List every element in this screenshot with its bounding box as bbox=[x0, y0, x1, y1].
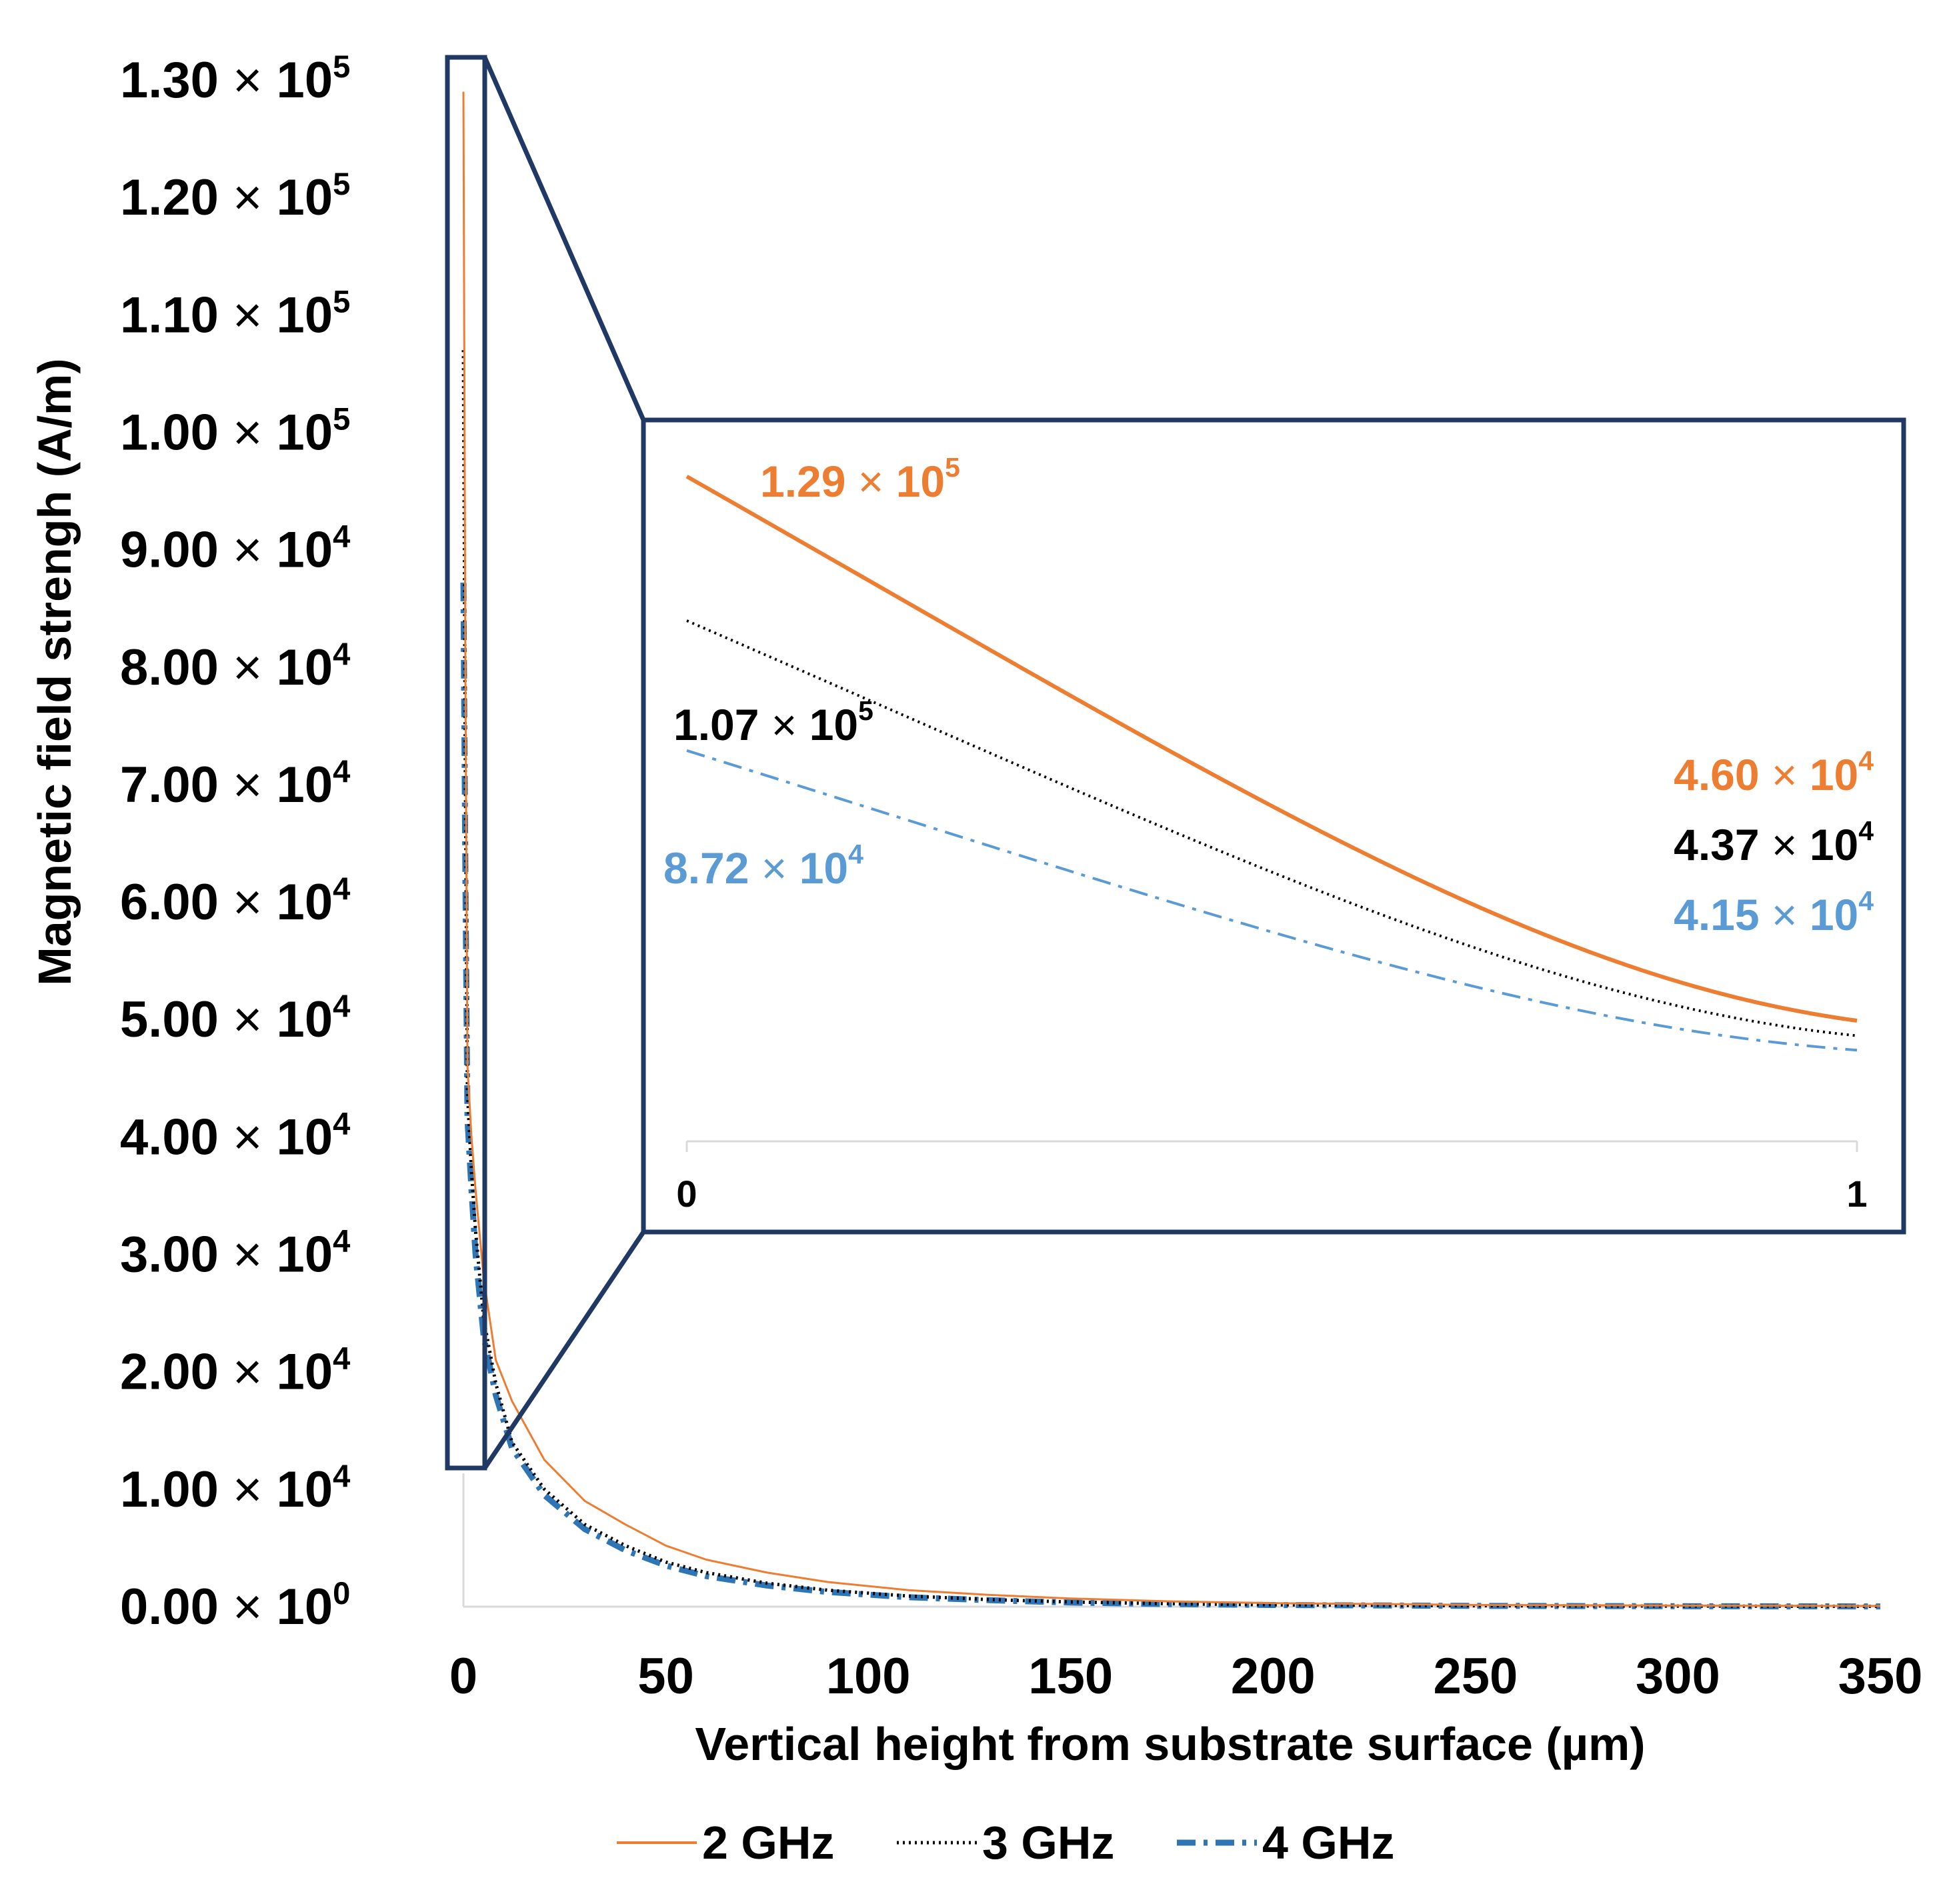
y-tick-label: 1.00 × 105 bbox=[120, 401, 350, 461]
x-tick-label: 300 bbox=[1636, 1648, 1720, 1705]
y-tick-label: 7.00 × 104 bbox=[120, 753, 350, 813]
y-tick-label: 9.00 × 104 bbox=[120, 519, 350, 579]
x-tick-label: 200 bbox=[1231, 1648, 1316, 1705]
y-tick-label: 1.10 × 105 bbox=[120, 283, 350, 343]
inset-annotation-right: 4.37 × 104 bbox=[1674, 815, 1874, 869]
y-tick-label: 8.00 × 104 bbox=[120, 636, 350, 696]
legend-label: 2 GHz bbox=[702, 1817, 834, 1869]
x-tick-label: 250 bbox=[1433, 1648, 1518, 1705]
y-tick-label: 2.00 × 104 bbox=[120, 1341, 350, 1401]
zoom-connector-bottom bbox=[483, 1231, 645, 1469]
inset-annotation-left: 8.72 × 104 bbox=[663, 839, 863, 893]
y-tick-label: 0.00 × 100 bbox=[120, 1575, 350, 1635]
inset-annotation-right: 4.60 × 104 bbox=[1674, 745, 1874, 799]
zoom-highlight bbox=[445, 55, 646, 1471]
y-tick-label: 5.00 × 104 bbox=[120, 988, 350, 1048]
series-lines bbox=[460, 91, 1881, 1610]
plot-area bbox=[462, 1473, 1880, 1608]
inset-x-tick-label: 1 bbox=[1846, 1173, 1867, 1215]
inset-series-line bbox=[685, 475, 1858, 1023]
x-tick-label: 0 bbox=[449, 1648, 477, 1705]
inset-annotation-left: 1.07 × 105 bbox=[673, 695, 873, 749]
inset-annotation-left: 1.29 × 105 bbox=[760, 452, 960, 506]
inset-series-line bbox=[686, 749, 1858, 1052]
x-tick-label: 50 bbox=[637, 1648, 694, 1705]
zoom-highlight-box bbox=[445, 55, 487, 1471]
y-tick-label: 6.00 × 104 bbox=[120, 871, 350, 931]
y-axis: 0.00 × 100 1.00 × 104 2.00 × 104 3.00 × 104… bbox=[120, 49, 350, 1635]
y-tick-label: 3.00 × 104 bbox=[120, 1223, 350, 1283]
y-tick-label: 1.30 × 105 bbox=[120, 49, 350, 109]
legend-label: 4 GHz bbox=[1262, 1817, 1394, 1869]
y-tick-label: 1.00 × 104 bbox=[120, 1458, 350, 1518]
zoom-connector-top bbox=[482, 56, 646, 421]
inset-panel: 0 1 1.29 × 105 1.07 × 105 8.72 × 104 4.60 × 1… bbox=[641, 417, 1906, 1235]
x-axis-title: Vertical height from substrate surface (… bbox=[695, 1718, 1645, 1770]
series-line-3-ghz bbox=[461, 350, 1881, 1608]
x-tick-label: 350 bbox=[1838, 1648, 1923, 1705]
legend-label: 3 GHz bbox=[982, 1817, 1114, 1869]
inset-x-tick-label: 0 bbox=[676, 1173, 697, 1215]
y-tick-label: 4.00 × 104 bbox=[120, 1105, 350, 1165]
x-tick-label: 100 bbox=[826, 1648, 911, 1705]
y-axis-title: Magnetic field strengh (A/m) bbox=[29, 358, 81, 985]
inset-annotation-right: 4.15 × 104 bbox=[1674, 885, 1874, 939]
inset-frame bbox=[641, 417, 1906, 1235]
legend: 2 GHz 3 GHz 4 GHz bbox=[617, 1817, 1394, 1869]
series-line-2-ghz bbox=[462, 91, 1881, 1607]
inset-series-line bbox=[686, 619, 1858, 1037]
x-axis: 0 50 100 150 200 250 300 350 bbox=[449, 1648, 1923, 1705]
y-tick-label: 1.20 × 105 bbox=[120, 166, 350, 226]
x-tick-label: 150 bbox=[1028, 1648, 1113, 1705]
